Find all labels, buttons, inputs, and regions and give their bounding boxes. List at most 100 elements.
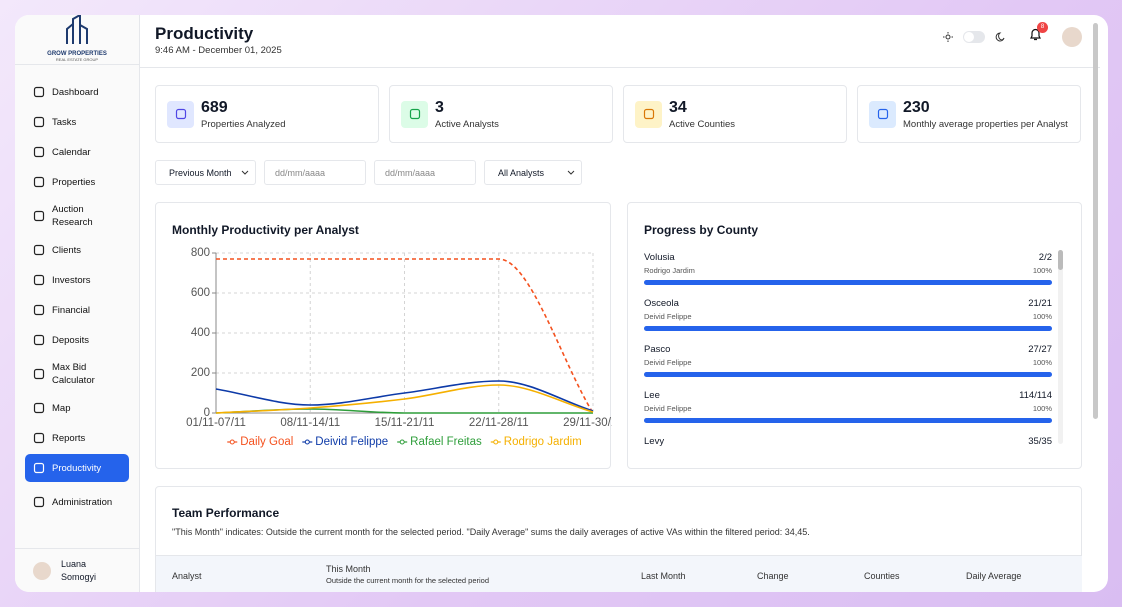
nav-item[interactable]: Reports <box>25 423 129 453</box>
stat-icon <box>869 100 896 128</box>
progress-title: Progress by County <box>644 223 759 237</box>
nav-item[interactable]: Investors <box>25 265 129 295</box>
nav-label: Productivity <box>52 462 102 474</box>
icon-shape <box>33 334 45 346</box>
icon-shape <box>33 432 45 444</box>
x-tick-label: 29/11-30/11 <box>563 417 612 429</box>
column-header: Change <box>757 571 789 581</box>
user-name: Luana Somogyi <box>61 558 97 582</box>
moon-icon <box>995 32 1005 42</box>
nav-label: Administration <box>52 496 113 508</box>
nav-label: Tasks <box>52 116 77 128</box>
icon-shape <box>33 210 45 222</box>
scrollbar[interactable] <box>1058 250 1063 444</box>
legend-label: Deivid Felippe <box>315 436 388 448</box>
column-label: Analyst <box>172 571 202 581</box>
stat-card: 34 Active Counties <box>623 85 847 143</box>
date-input[interactable]: dd/mm/aaaa <box>264 160 366 185</box>
percent: 100% <box>1032 266 1052 275</box>
notifications[interactable]: 8 <box>1029 22 1048 46</box>
team-title: Team Performance <box>172 506 280 520</box>
legend-label: Rodrigo Jardim <box>504 436 582 448</box>
nav: Dashboard Tasks Calendar Properties Auction … <box>25 77 129 521</box>
icon <box>175 108 186 120</box>
stat-card: 230 Monthly average properties per Analys… <box>857 85 1081 143</box>
progress-item: Osceola 21/21 Deivid Felippe 100% <box>644 296 1052 342</box>
progress-track <box>644 280 1052 285</box>
bell-icon <box>1030 28 1041 41</box>
nav-item[interactable]: Productivity <box>25 454 129 482</box>
icon <box>33 496 45 508</box>
county: Lee <box>644 390 660 401</box>
theme-toggle[interactable] <box>963 31 985 43</box>
progress-track <box>644 326 1052 331</box>
nav-label: Auction Research <box>52 204 93 228</box>
progress-list: Volusia 2/2 Rodrigo Jardim 100% Osceola 21/21… <box>644 250 1052 446</box>
nav-item[interactable]: Financial <box>25 295 129 325</box>
icon-shape <box>33 402 45 414</box>
icon-shape <box>33 116 45 128</box>
nav-label: Calendar <box>52 146 91 158</box>
stat-text: 689 Properties Analyzed <box>201 99 286 130</box>
nav-item[interactable]: Deposits <box>25 325 129 355</box>
nav-item[interactable]: Auction Research <box>25 197 129 235</box>
progress-item: Volusia 2/2 Rodrigo Jardim 100% <box>644 250 1052 296</box>
column-header: Last Month <box>641 571 686 581</box>
icon-shape <box>877 108 888 120</box>
icon-shape <box>33 304 45 316</box>
stat-value: 3 <box>435 98 444 116</box>
column-header: Analyst <box>172 571 202 581</box>
nav-item[interactable]: Clients <box>25 235 129 265</box>
stat-icon <box>401 100 428 128</box>
scrollbar[interactable] <box>1092 23 1100 423</box>
county: Levy <box>644 436 665 446</box>
nav-item[interactable]: Map <box>25 393 129 423</box>
analyst: Rodrigo Jardim <box>644 266 695 275</box>
avatar[interactable] <box>1062 27 1082 47</box>
icon-shape <box>33 146 45 158</box>
nav-item[interactable]: Dashboard <box>25 77 129 107</box>
stat-text: 34 Active Counties <box>669 99 735 130</box>
icon <box>877 108 888 120</box>
header-tools: 8 <box>943 22 1082 47</box>
column-header: This Month Outside the current month for … <box>326 564 489 585</box>
icon <box>409 108 420 120</box>
nav-item[interactable]: Administration <box>25 483 129 521</box>
icon <box>33 274 45 286</box>
select[interactable]: Previous Month <box>155 160 256 185</box>
progress-track <box>644 418 1052 423</box>
column-label: Last Month <box>641 571 686 581</box>
nav-label: Deposits <box>52 334 89 346</box>
sun-icon <box>943 32 953 42</box>
user-profile[interactable]: Luana Somogyi <box>15 548 139 592</box>
date-input[interactable]: dd/mm/aaaa <box>374 160 476 185</box>
team-description: "This Month" indicates: Outside the curr… <box>172 527 810 537</box>
county: Osceola <box>644 298 679 309</box>
icon <box>33 432 45 444</box>
legend-dot <box>304 439 310 445</box>
x-tick-label: 08/11-14/11 <box>280 417 340 429</box>
nav-item[interactable]: Calendar <box>25 137 129 167</box>
icon <box>33 176 45 188</box>
icon <box>33 334 45 346</box>
chevron <box>241 170 249 175</box>
nav-item[interactable]: Properties <box>25 167 129 197</box>
select[interactable]: All Analysts <box>484 160 582 185</box>
series-line <box>215 380 594 412</box>
count: 27/27 <box>1028 344 1052 355</box>
progress-bar <box>644 326 1052 331</box>
stat-icon <box>167 100 194 128</box>
stat-card: 3 Active Analysts <box>389 85 613 143</box>
filter-label: Previous Month <box>169 167 232 178</box>
icon <box>33 402 45 414</box>
icon-shape <box>33 86 45 98</box>
icon <box>33 210 45 222</box>
nav-label: Max Bid Calculator <box>52 362 95 386</box>
stat-label: Monthly average properties per Analyst <box>903 118 1068 130</box>
nav-item[interactable]: Tasks <box>25 107 129 137</box>
column-header: Counties <box>864 571 900 581</box>
nav-item[interactable]: Max Bid Calculator <box>25 355 129 393</box>
legend-dot <box>229 439 235 445</box>
count: 35/35 <box>1028 436 1052 446</box>
county: Pasco <box>644 344 671 355</box>
